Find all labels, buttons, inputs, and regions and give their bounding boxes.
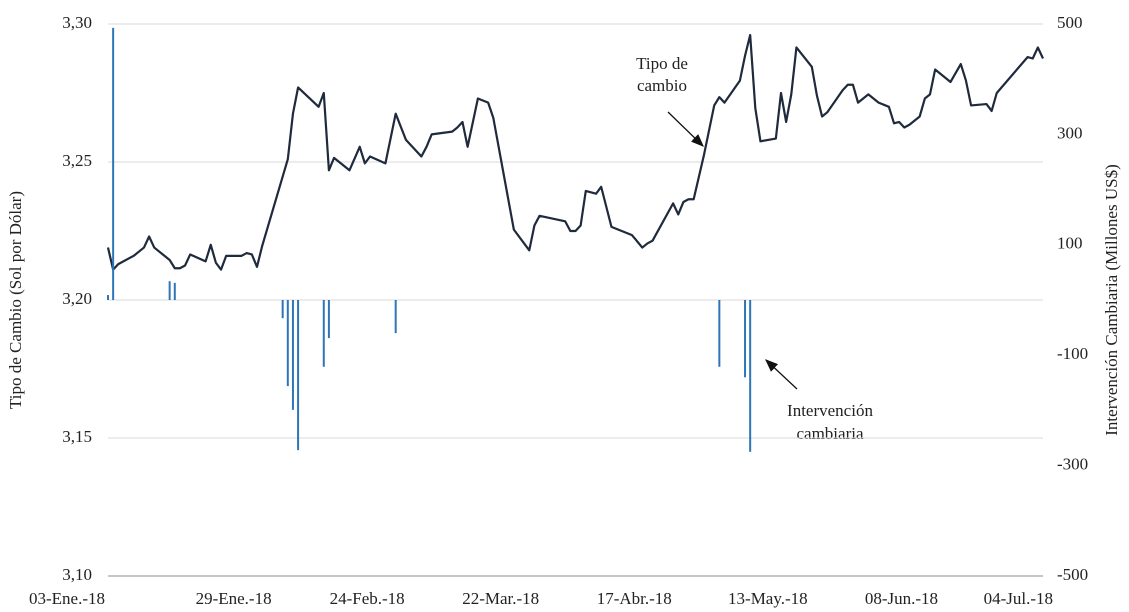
x-tick-label: 17-Abr.-18 [597, 589, 672, 608]
bar [286, 300, 289, 387]
x-tick-label: 03-Ene.-18 [29, 589, 105, 608]
annotation-arrow [765, 359, 798, 390]
line [106, 33, 1044, 271]
y-tick-label: 3,10 [62, 565, 92, 584]
bar [394, 300, 397, 334]
bar [107, 295, 109, 300]
annotation-arrow [667, 111, 704, 147]
bar [718, 300, 721, 367]
annotation: Tipo de [636, 54, 688, 73]
y-tick-label: 3,15 [62, 427, 92, 446]
x-tick-label: 08-Jun.-18 [865, 589, 938, 608]
bar [168, 281, 171, 300]
annotation: cambio [637, 76, 687, 95]
y-tick-label: 3,25 [62, 151, 92, 170]
x-tick-label: 29-Ene.-18 [196, 589, 272, 608]
bar [297, 300, 300, 451]
bar [112, 27, 115, 300]
x-tick-label: 22-Mar.-18 [462, 589, 539, 608]
bar [281, 300, 284, 319]
y-tick-label: 3,30 [62, 13, 92, 32]
bar [291, 300, 294, 410]
bar [327, 300, 330, 339]
y2-tick-label: 100 [1057, 234, 1083, 253]
y-tick-label: 3,20 [62, 289, 92, 308]
x-tick-label: 24-Feb.-18 [330, 589, 405, 608]
y2-tick-label: -300 [1057, 455, 1088, 474]
annotation: cambiaria [796, 424, 863, 443]
bar [173, 282, 176, 300]
bar [322, 300, 325, 367]
x-tick-label: 04-Jul.-18 [984, 589, 1053, 608]
y-axis-label: Tipo de Cambio (Sol por Dólar) [6, 191, 25, 409]
bar [744, 300, 747, 378]
y2-tick-label: -100 [1057, 344, 1088, 363]
bar [749, 300, 752, 452]
x-tick-label: 13-May.-18 [728, 589, 808, 608]
y2-tick-label: 300 [1057, 123, 1083, 142]
annotation: Intervención [787, 401, 873, 420]
y2-tick-label: 500 [1057, 13, 1083, 32]
y2-axis-label: Intervención Cambiaria (Millones US$) [1102, 164, 1121, 435]
y2-tick-label: -500 [1057, 565, 1088, 584]
